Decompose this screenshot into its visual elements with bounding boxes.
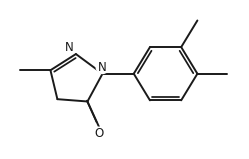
Circle shape — [93, 127, 105, 140]
Circle shape — [96, 61, 109, 73]
Text: N: N — [65, 41, 74, 54]
Text: N: N — [98, 61, 107, 74]
Circle shape — [63, 41, 76, 54]
Text: O: O — [94, 127, 104, 140]
